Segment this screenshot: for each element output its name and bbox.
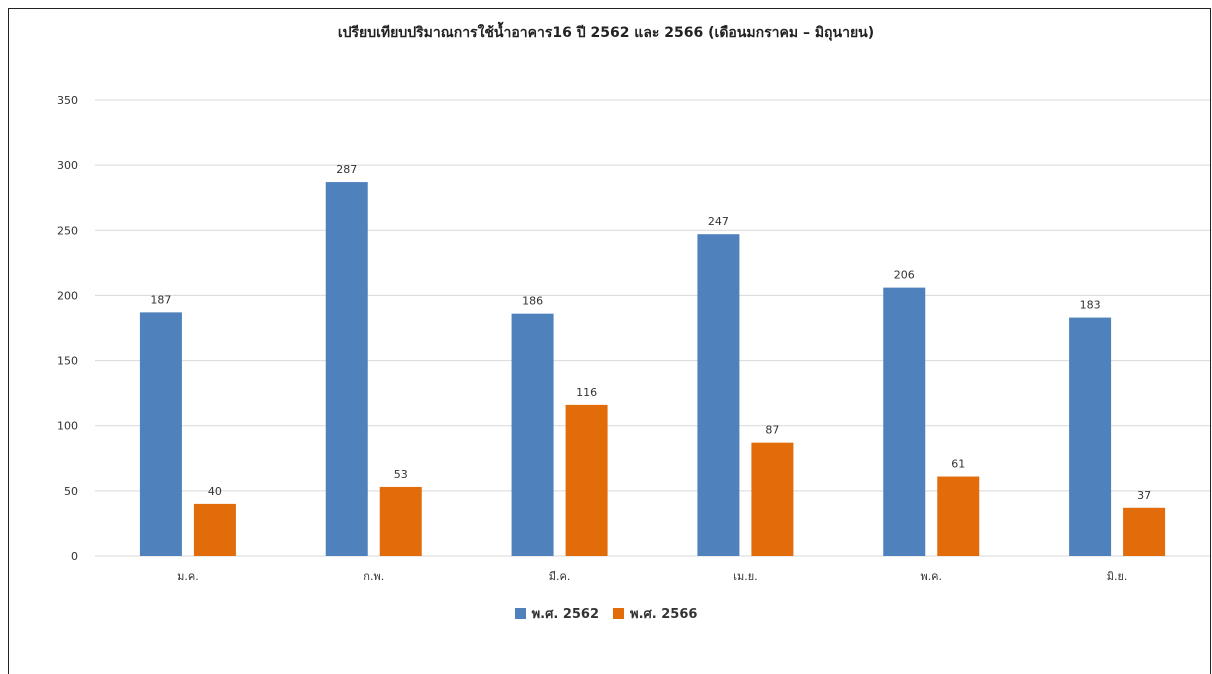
data-label: 206 — [894, 269, 915, 282]
data-label: 87 — [765, 424, 779, 437]
legend-swatch-2562 — [514, 608, 526, 619]
legend-label-2562: พ.ศ. 2562 — [531, 607, 599, 622]
bar-2566 — [193, 503, 236, 556]
chart-legend: พ.ศ. 2562 พ.ศ. 2566 — [0, 603, 1212, 624]
chart-title: เปรียบเทียบปริมาณการใช้น้ำอาคาร16 ปี 256… — [337, 25, 875, 41]
y-tick-label: 200 — [57, 289, 78, 302]
data-label: 186 — [522, 295, 543, 308]
data-label: 187 — [150, 293, 171, 306]
bar-2562 — [139, 312, 182, 556]
data-label: 183 — [1080, 299, 1101, 312]
data-label: 287 — [336, 163, 357, 176]
legend-swatch-2566 — [613, 608, 624, 619]
legend-label-2566: พ.ศ. 2566 — [630, 607, 698, 622]
data-label: 40 — [208, 485, 222, 498]
x-tick-label: มี.ค. — [549, 570, 571, 583]
bar-2566 — [1123, 507, 1166, 556]
bar-2562 — [1069, 317, 1112, 556]
legend-item-2562: พ.ศ. 2562 — [514, 603, 599, 624]
y-tick-label: 100 — [57, 420, 78, 433]
y-tick-label: 150 — [57, 355, 78, 368]
legend-item-2566: พ.ศ. 2566 — [613, 603, 697, 624]
data-label: 53 — [394, 468, 408, 481]
x-tick-label: ก.พ. — [363, 570, 384, 583]
x-tick-label: มิ.ย. — [1107, 570, 1128, 583]
data-label: 247 — [708, 215, 729, 228]
bar-2566 — [937, 476, 980, 556]
x-tick-label: เม.ย. — [733, 570, 757, 583]
data-label: 61 — [951, 458, 965, 471]
chart-frame — [8, 8, 1211, 674]
bar-2566 — [379, 486, 422, 556]
x-tick-label: ม.ค. — [177, 570, 199, 583]
data-label: 37 — [1137, 489, 1151, 502]
y-tick-label: 300 — [57, 159, 78, 172]
bar-2566 — [751, 442, 794, 556]
bar-2562 — [511, 313, 554, 556]
y-tick-label: 0 — [71, 550, 78, 563]
bar-2562 — [325, 182, 368, 556]
bar-2562 — [697, 234, 740, 557]
y-tick-label: 350 — [57, 94, 78, 107]
data-label: 116 — [576, 386, 597, 399]
x-tick-label: พ.ค. — [920, 570, 942, 583]
y-tick-label: 50 — [64, 485, 78, 498]
y-tick-label: 250 — [57, 224, 78, 237]
bar-2566 — [565, 404, 608, 556]
bar-2562 — [883, 287, 926, 556]
